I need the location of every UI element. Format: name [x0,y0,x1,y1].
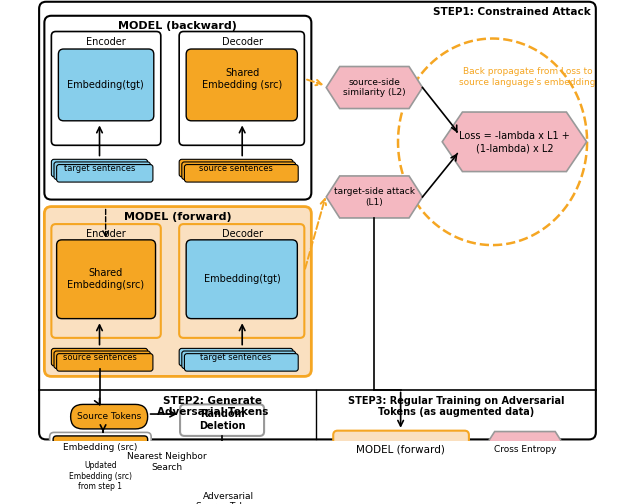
Text: source-side
similarity (L2): source-side similarity (L2) [343,78,406,97]
Text: MODEL (backward): MODEL (backward) [118,21,237,31]
Text: target sentences: target sentences [64,164,135,172]
Text: STEP1: Constrained Attack: STEP1: Constrained Attack [433,7,591,17]
FancyBboxPatch shape [50,432,151,494]
Text: source sentences: source sentences [63,353,136,362]
FancyBboxPatch shape [179,224,305,338]
FancyBboxPatch shape [70,404,148,429]
FancyBboxPatch shape [333,430,469,470]
Text: STEP3: Regular Training on Adversarial
Tokens (as augmented data): STEP3: Regular Training on Adversarial T… [348,396,564,417]
Text: MODEL (forward): MODEL (forward) [124,212,231,222]
Text: Decoder: Decoder [221,37,262,47]
Text: target sentences: target sentences [200,353,272,362]
FancyBboxPatch shape [180,404,264,436]
Polygon shape [442,112,587,171]
Text: Cross Entropy: Cross Entropy [493,446,556,455]
Text: Encoder: Encoder [86,229,125,239]
FancyBboxPatch shape [51,32,161,145]
FancyBboxPatch shape [179,348,293,366]
FancyBboxPatch shape [184,354,298,371]
FancyBboxPatch shape [58,49,154,121]
FancyBboxPatch shape [182,351,296,368]
Text: Adversarial
Source Tokens: Adversarial Source Tokens [196,492,260,504]
Text: target-side attack
(L1): target-side attack (L1) [334,187,415,207]
Text: Loss = -lambda x L1 +: Loss = -lambda x L1 + [459,131,570,141]
Text: Embedding(tgt): Embedding(tgt) [204,274,280,284]
FancyBboxPatch shape [182,162,296,179]
Text: Updated
Embedding (src)
from step 1: Updated Embedding (src) from step 1 [69,461,132,491]
Text: Encoder: Encoder [86,37,125,47]
Text: Shared
Embedding(src): Shared Embedding(src) [67,269,144,290]
Text: Embedding (src): Embedding (src) [63,443,138,452]
FancyBboxPatch shape [51,224,161,338]
FancyBboxPatch shape [186,49,298,121]
Text: Random
Deletion: Random Deletion [199,409,245,431]
Polygon shape [326,176,422,218]
FancyBboxPatch shape [186,240,298,319]
FancyBboxPatch shape [54,351,150,368]
Text: MODEL (forward): MODEL (forward) [356,445,445,455]
FancyBboxPatch shape [184,487,272,504]
FancyBboxPatch shape [179,159,293,177]
Polygon shape [326,67,422,108]
Text: source sentences: source sentences [199,164,273,172]
Text: Source Tokens: Source Tokens [77,412,141,421]
Text: Shared
Embedding (src): Shared Embedding (src) [202,68,282,90]
FancyBboxPatch shape [53,436,148,459]
FancyBboxPatch shape [179,32,305,145]
FancyBboxPatch shape [53,462,148,490]
FancyBboxPatch shape [44,16,311,200]
FancyBboxPatch shape [56,240,156,319]
FancyBboxPatch shape [51,159,148,177]
FancyBboxPatch shape [56,165,153,182]
FancyBboxPatch shape [44,207,311,376]
Text: Back propagate from Loss to
source language's embedding: Back propagate from Loss to source langu… [460,68,596,87]
Text: Decoder: Decoder [221,229,262,239]
Text: (1-lambda) x L2: (1-lambda) x L2 [476,144,553,154]
FancyBboxPatch shape [184,165,298,182]
Text: STEP2: Generate
Adversarial Tokens: STEP2: Generate Adversarial Tokens [157,396,268,417]
FancyBboxPatch shape [54,162,150,179]
FancyBboxPatch shape [51,348,148,366]
FancyBboxPatch shape [39,2,596,439]
Text: Nearest Neighbor
Search: Nearest Neighbor Search [127,453,207,472]
Polygon shape [483,431,567,468]
Text: Embedding(tgt): Embedding(tgt) [67,80,144,90]
FancyBboxPatch shape [56,354,153,371]
